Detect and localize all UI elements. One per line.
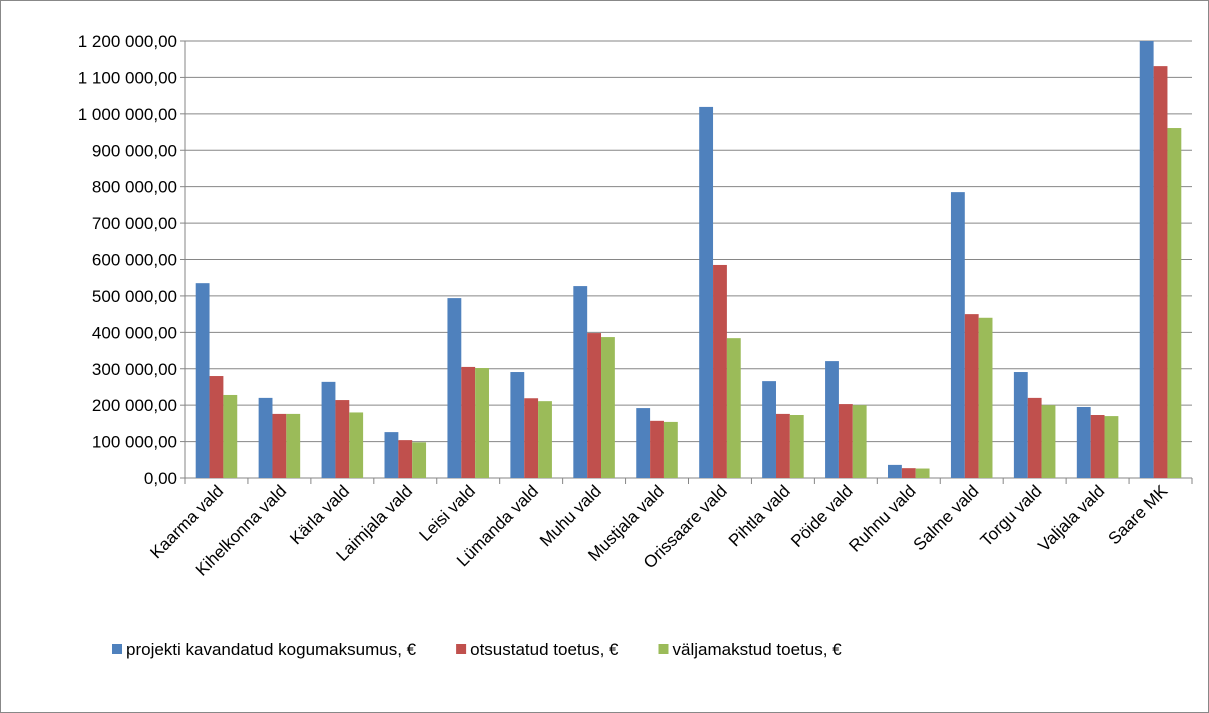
bar xyxy=(321,381,336,478)
bar xyxy=(789,414,804,478)
bar xyxy=(852,405,867,478)
y-tick-label: 800 000,00 xyxy=(92,178,177,197)
bar xyxy=(349,412,364,478)
y-tick-label: 400 000,00 xyxy=(92,323,177,342)
y-tick-label: 1 000 000,00 xyxy=(78,105,177,124)
legend-label: projekti kavandatud kogumaksumus, € xyxy=(126,640,417,659)
bar xyxy=(964,314,979,478)
bar xyxy=(223,394,238,478)
bar xyxy=(335,400,350,478)
bar xyxy=(1104,416,1119,478)
legend-swatch xyxy=(658,644,669,654)
bar xyxy=(475,368,489,478)
bar xyxy=(888,464,902,478)
legend-swatch xyxy=(456,644,467,654)
bar xyxy=(650,420,664,478)
y-tick-label: 600 000,00 xyxy=(92,251,177,270)
bar xyxy=(209,376,224,478)
bar xyxy=(510,372,525,478)
y-tick-label: 100 000,00 xyxy=(92,433,177,452)
legend-swatch xyxy=(112,644,122,654)
bar xyxy=(825,361,839,478)
legend-label: väljamakstud toetus, € xyxy=(673,640,843,659)
bar xyxy=(384,432,399,478)
legend-label: otsustatud toetus, € xyxy=(470,640,619,659)
bar xyxy=(636,408,651,478)
y-tick-label: 1 200 000,00 xyxy=(78,32,177,51)
bar xyxy=(538,401,552,478)
bar xyxy=(901,468,916,478)
bar xyxy=(447,298,462,478)
bar xyxy=(286,413,301,478)
bar xyxy=(1013,372,1028,478)
y-tick-label: 0,00 xyxy=(144,469,177,488)
bar xyxy=(587,333,602,478)
bar xyxy=(950,192,965,479)
bar xyxy=(398,440,413,478)
bar xyxy=(524,398,539,478)
bar xyxy=(412,442,427,478)
bar xyxy=(726,338,741,478)
bar xyxy=(601,337,615,478)
bar xyxy=(915,468,930,478)
y-tick-label: 700 000,00 xyxy=(92,214,177,233)
bar xyxy=(272,413,287,478)
bar xyxy=(663,421,678,478)
y-tick-label: 300 000,00 xyxy=(92,360,177,379)
y-tick-label: 1 100 000,00 xyxy=(78,68,177,87)
y-tick-label: 200 000,00 xyxy=(92,396,177,415)
bar xyxy=(1167,128,1182,478)
bar xyxy=(1041,405,1056,478)
bar xyxy=(713,264,727,478)
bar xyxy=(258,397,273,478)
bar xyxy=(978,317,993,478)
bar xyxy=(762,381,776,478)
bar xyxy=(699,106,714,478)
bar xyxy=(573,286,588,478)
bar xyxy=(1076,406,1091,478)
bar xyxy=(1139,41,1154,478)
bar xyxy=(838,404,853,478)
bar xyxy=(1153,66,1168,478)
bar xyxy=(461,366,476,478)
bar xyxy=(775,413,790,478)
y-tick-label: 900 000,00 xyxy=(92,141,177,160)
bar xyxy=(1027,397,1042,478)
bar xyxy=(1090,414,1105,478)
y-tick-label: 500 000,00 xyxy=(92,287,177,306)
bar xyxy=(195,283,210,478)
